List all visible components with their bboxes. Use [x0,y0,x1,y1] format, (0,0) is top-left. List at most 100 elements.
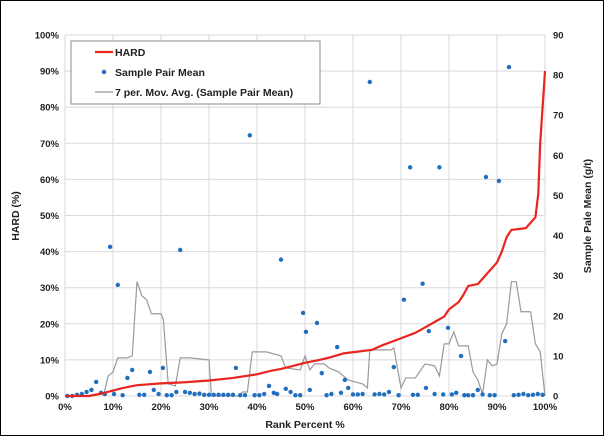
sample-pair-mean-point [329,391,334,397]
x-tick-label: 70% [391,402,411,413]
sample-pair-mean-point [487,392,492,398]
sample-pair-mean-point [360,391,365,397]
sample-pair-mean-point [233,365,239,371]
sample-pair-mean-point [151,387,156,393]
x-tick-labels: 0% 10% 20% 30% 40% 50% 60% 70% 80% 90% 100% [58,402,558,413]
sample-pair-mean-point [426,328,432,334]
sample-pair-mean-point [521,391,526,397]
sample-pair-mean-point [182,389,188,395]
sample-pair-mean-point [535,391,540,397]
sample-pair-mean-point [278,257,284,262]
y2-tick-label: 50 [553,191,564,202]
sample-pair-mean-point [372,392,377,397]
y-tick-label: 40% [40,247,60,258]
sample-pair-mean-point [492,392,497,398]
sample-pair-mean-point [480,392,485,397]
y-tick-label: 80% [40,103,60,114]
sample-pair-mean-point [142,392,147,397]
sample-pair-mean-point [466,392,471,398]
sample-pair-mean-point [111,391,117,397]
y-tick-label: 20% [40,319,60,330]
sample-pair-mean-point [407,165,413,170]
sample-pair-mean-point [334,344,340,350]
sample-pair-mean-point [441,392,446,397]
sample-pair-mean-point [506,64,512,70]
sample-pair-mean-point [382,392,387,397]
y2-tick-label: 40 [553,231,564,242]
y-tick-label: 60% [40,175,60,186]
sample-pair-mean-point [526,392,531,398]
y2-tick-label: 70 [553,111,564,122]
sample-pair-mean-point [137,392,142,397]
sample-pair-mean-point [415,392,420,397]
sample-pair-mean-point [483,174,489,180]
y2-tick-label: 0 [553,392,558,403]
sample-pair-mean-point [342,377,348,383]
sample-pair-mean-point [338,390,344,395]
sample-pair-mean-point [226,392,231,397]
sample-pair-mean-point [420,281,425,286]
sample-pair-mean-point [391,364,396,370]
sample-pair-mean-point [458,353,464,359]
sample-pair-mean-point [174,389,179,395]
sample-pair-mean-point [314,320,320,326]
sample-pair-mean-point [303,329,309,335]
y-tick-label: 90% [40,67,60,78]
sample-pair-mean-point [164,392,169,398]
sample-pair-mean-point [178,247,183,253]
y2-tick-labels: 0 10 20 30 40 50 60 70 80 90 [553,31,564,403]
sample-pair-mean-point [242,392,248,398]
legend: HARD Sample Pair Mean 7 per. Mov. Avg. (… [70,40,321,105]
sample-pair-mean-point [120,392,125,398]
sample-pair-mean-point [470,392,476,398]
sample-pair-mean-point [293,392,298,398]
sample-pair-mean-point [211,392,216,397]
sample-pair-mean-point [396,392,401,398]
sample-pair-mean-point [350,392,356,397]
x-tick-label: 100% [533,402,558,413]
sample-pair-mean-point [187,390,192,395]
sample-pair-mean-point [147,369,153,375]
sample-pair-mean-point [274,391,280,397]
series-layer [65,64,547,399]
sample-pair-mean-point [324,392,329,398]
x-tick-label: 80% [439,402,459,413]
sample-pair-mean-point [300,310,306,316]
x-tick-label: 20% [151,402,171,413]
sample-pair-mean-point [221,392,226,397]
legend-sample-label: Sample Pair Mean [115,67,205,79]
sample-pair-mean-point [84,389,89,395]
sample-pair-mean-point [502,338,508,344]
y2-tick-label: 20 [553,311,564,322]
x-tick-label: 50% [295,402,315,413]
sample-pair-mean-point [206,392,212,397]
x-tick-label: 30% [199,402,219,413]
sample-pair-mean-point [445,325,451,331]
sample-pair-mean-point [346,385,351,391]
sample-pair-mean-point [530,392,536,397]
legend-ma-label: 7 per. Mov. Avg. (Sample Pair Mean) [115,87,293,99]
hard-line [65,71,547,398]
sample-pair-mean-point [298,392,303,398]
sample-pair-mean-point [115,282,121,288]
y-tick-label: 100% [35,31,60,42]
sample-pair-mean-point [230,392,236,397]
x-tick-label: 40% [247,402,267,413]
sample-pair-mean-point [283,386,288,391]
sample-pair-mean-point [247,133,252,138]
sample-pair-mean-point [437,165,442,170]
y-tick-label: 0% [45,392,59,403]
sample-pair-mean-point [423,385,429,391]
sample-pair-mean-point [130,367,135,373]
sample-pair-mean-point [386,389,392,395]
y-tick-labels: 0% 10% 20% 30% 40% 50% 60% 70% 80% 90% 100% [35,31,60,403]
sample-pair-mean-point [197,391,202,396]
y-tick-label: 70% [40,139,60,150]
legend-hard-label: HARD [115,47,146,59]
sample-pair-mean-point [511,392,516,398]
y2-tick-label: 60 [553,151,564,162]
sample-pair-mean-point [319,370,324,376]
x-tick-label: 90% [487,402,507,413]
